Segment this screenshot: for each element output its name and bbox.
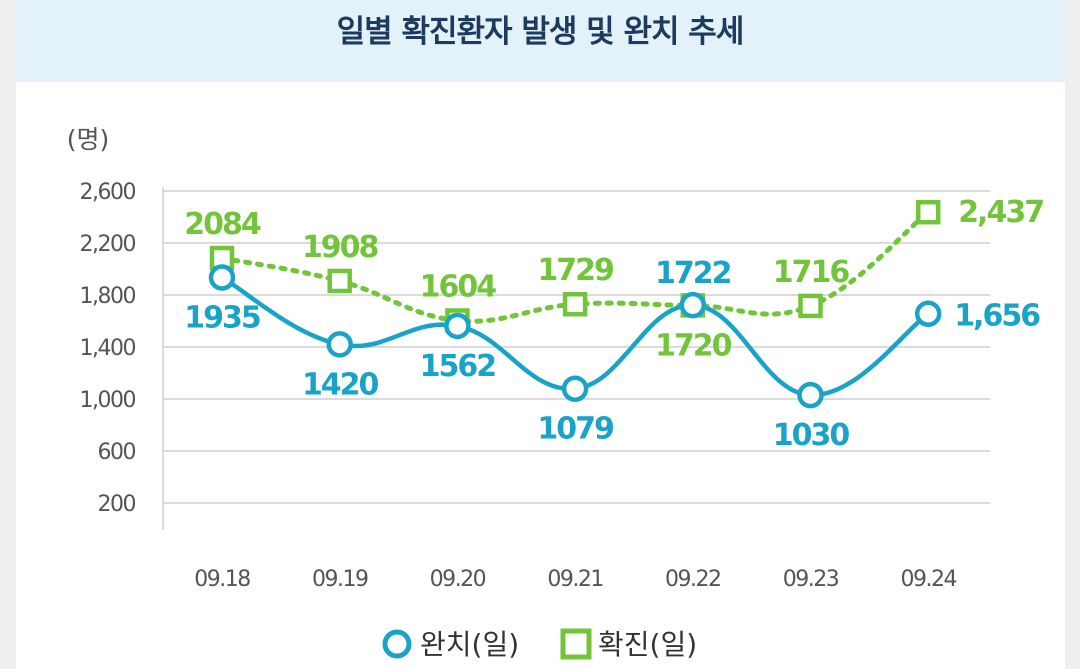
legend-recovered-label: 완치(일) — [420, 628, 519, 661]
point-confirmed — [562, 291, 588, 317]
y-tick-label: 2,200 — [80, 232, 136, 257]
data-label-recovered: 1030 — [773, 418, 850, 453]
legend: 완치(일) 확진(일) — [382, 628, 697, 661]
y-tick-label: 1,800 — [80, 284, 136, 309]
data-label-confirmed: 1716 — [773, 255, 850, 290]
legend-confirmed-icon — [560, 628, 592, 660]
point-recovered — [208, 264, 236, 291]
y-tick-label: 200 — [98, 492, 136, 517]
data-label-recovered: 1420 — [302, 367, 379, 402]
data-label-confirmed: 1604 — [420, 269, 497, 304]
data-label-confirmed: 2084 — [184, 207, 261, 242]
data-label-recovered: 1562 — [420, 349, 496, 384]
chart-card — [16, 0, 1065, 669]
point-recovered — [444, 312, 471, 340]
title-bar — [16, 0, 1065, 82]
data-label-confirmed: 1908 — [302, 230, 379, 265]
chart-title: 일별 확진환자 발생 및 완치 추세 — [336, 14, 745, 50]
point-confirmed — [327, 268, 352, 294]
x-tick-label: 09.23 — [783, 567, 839, 592]
legend-recovered-icon — [382, 629, 412, 659]
data-label-recovered: 1079 — [537, 412, 613, 447]
y-tick-label: 2,600 — [80, 180, 136, 205]
grid-lines — [163, 190, 990, 504]
data-label-confirmed: 1729 — [537, 253, 613, 288]
point-recovered — [561, 375, 589, 402]
y-tick-label: 1,000 — [80, 388, 136, 413]
x-tick-label: 09.20 — [430, 567, 486, 592]
axes: (명) 2,600 2,200 1,800 1,400 1,000 600 200 09.18 0… — [67, 125, 958, 592]
data-label-confirmed: 1720 — [655, 328, 732, 363]
x-tick-label: 09.18 — [194, 567, 250, 592]
point-recovered — [797, 381, 824, 409]
point-confirmed — [915, 199, 941, 225]
data-label-recovered: 1,656 — [954, 299, 1040, 334]
data-labels: 2084 1908 1604 1729 1720 1716 2,437 1935 1420 156… — [184, 195, 1045, 453]
x-tick-label: 09.24 — [900, 567, 956, 592]
point-confirmed — [798, 293, 823, 319]
point-recovered — [679, 291, 707, 319]
legend-confirmed-label: 확진(일) — [598, 628, 697, 661]
x-tick-label: 09.19 — [312, 567, 368, 592]
x-tick-label: 09.22 — [665, 567, 720, 592]
data-label-recovered: 1935 — [184, 300, 260, 335]
y-tick-label: 1,400 — [80, 336, 136, 361]
data-label-confirmed: 2,437 — [958, 195, 1043, 230]
y-tick-label: 600 — [98, 440, 136, 465]
x-tick-label: 09.21 — [547, 567, 602, 592]
data-label-recovered: 1722 — [655, 256, 731, 291]
y-axis-unit-label: (명) — [67, 125, 110, 154]
point-recovered — [326, 331, 353, 358]
series-lines — [208, 199, 942, 409]
point-recovered — [914, 300, 942, 327]
